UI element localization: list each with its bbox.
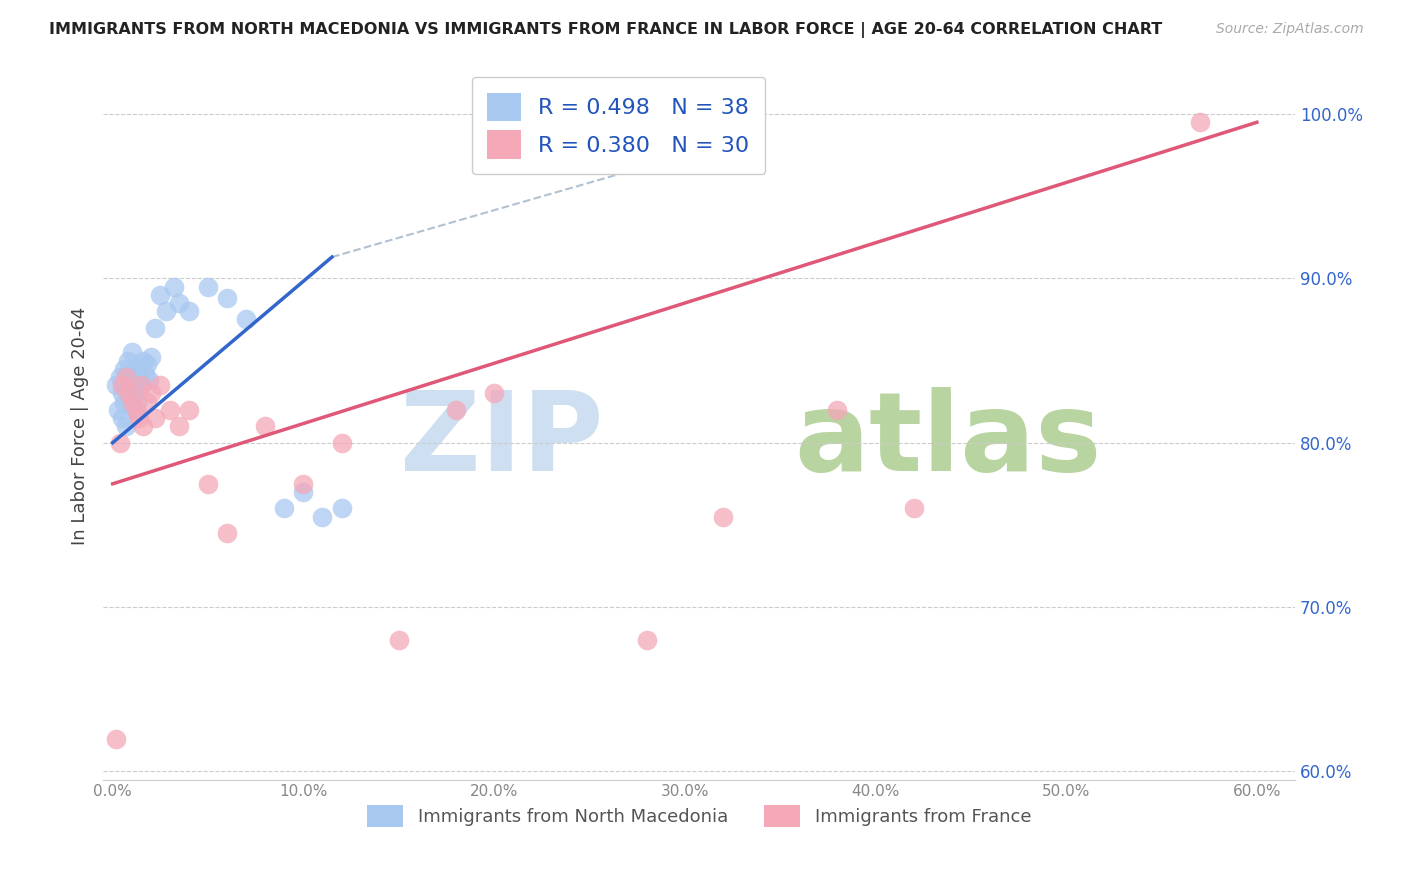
Point: [254, 419, 277, 434]
Point: [292, 476, 315, 491]
Legend: Immigrants from North Macedonia, Immigrants from France: Immigrants from North Macedonia, Immigra…: [360, 797, 1038, 834]
Point: [117, 386, 139, 401]
Point: [115, 370, 138, 384]
Point: [107, 402, 129, 417]
Point: [111, 411, 134, 425]
Point: [127, 394, 149, 409]
Point: [235, 312, 257, 326]
Point: [482, 386, 505, 401]
Point: [388, 632, 411, 647]
Point: [122, 361, 145, 376]
Point: [197, 279, 219, 293]
Text: IMMIGRANTS FROM NORTH MACEDONIA VS IMMIGRANTS FROM FRANCE IN LABOR FORCE | AGE 2: IMMIGRANTS FROM NORTH MACEDONIA VS IMMIG…: [49, 22, 1163, 38]
Point: [121, 345, 143, 359]
Point: [117, 383, 139, 397]
Point: [903, 501, 925, 516]
Point: [139, 351, 162, 365]
Point: [143, 320, 166, 334]
Point: [132, 353, 155, 368]
Point: [149, 288, 172, 302]
Point: [118, 367, 141, 381]
Point: [177, 304, 200, 318]
Point: [197, 476, 219, 491]
Point: [636, 632, 658, 647]
Point: [273, 501, 295, 516]
Point: [169, 419, 191, 434]
Point: [105, 378, 128, 392]
Point: [330, 501, 353, 516]
Point: [177, 402, 200, 417]
Point: [132, 419, 155, 434]
Point: [136, 357, 159, 371]
Point: [124, 402, 146, 417]
Point: [330, 435, 353, 450]
Point: [129, 378, 152, 392]
Point: [444, 402, 467, 417]
Point: [292, 485, 315, 500]
Point: [110, 435, 132, 450]
Point: [134, 367, 156, 381]
Point: [110, 370, 132, 384]
Point: [121, 394, 143, 409]
Point: [163, 279, 186, 293]
Point: [217, 526, 239, 541]
Point: [115, 419, 138, 434]
Point: [155, 304, 177, 318]
Point: [117, 353, 139, 368]
Point: [112, 361, 135, 376]
Point: [1188, 115, 1211, 129]
Point: [124, 402, 146, 417]
Y-axis label: In Labor Force | Age 20-64: In Labor Force | Age 20-64: [72, 307, 89, 545]
Point: [105, 731, 128, 746]
Point: [169, 296, 191, 310]
Point: [143, 411, 166, 425]
Point: [129, 378, 152, 392]
Point: [149, 378, 172, 392]
Point: [217, 291, 239, 305]
Point: [124, 378, 146, 392]
Text: Source: ZipAtlas.com: Source: ZipAtlas.com: [1216, 22, 1364, 37]
Point: [711, 509, 734, 524]
Point: [159, 402, 181, 417]
Point: [136, 394, 159, 409]
Point: [121, 386, 143, 401]
Point: [311, 509, 333, 524]
Point: [112, 394, 135, 409]
Point: [115, 373, 138, 387]
Text: ZIP: ZIP: [401, 387, 603, 494]
Point: [128, 411, 150, 425]
Point: [111, 386, 134, 401]
Point: [111, 378, 134, 392]
Point: [138, 373, 160, 387]
Point: [139, 386, 162, 401]
Point: [128, 370, 150, 384]
Point: [827, 402, 849, 417]
Text: atlas: atlas: [794, 387, 1102, 494]
